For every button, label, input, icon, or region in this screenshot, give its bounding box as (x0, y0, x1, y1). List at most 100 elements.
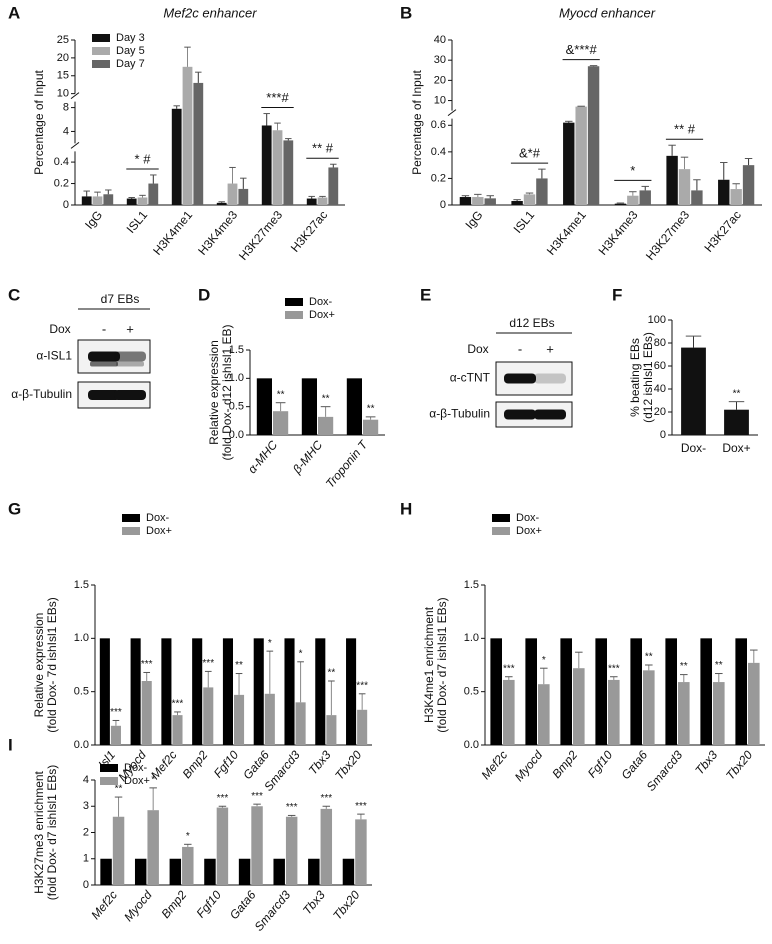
y-axis-label: (fold Dox- d7 ishIsl1 EBs) (45, 765, 59, 900)
significance: ** (645, 652, 653, 663)
axis-break (70, 141, 80, 149)
bar (342, 858, 355, 885)
bar (110, 725, 121, 745)
y-tick-label: 0 (63, 199, 69, 211)
bar (103, 194, 114, 205)
x-tick-label: Myocd (512, 748, 546, 784)
y-tick-label: 0.0 (464, 739, 479, 751)
y-tick-label: 10 (434, 94, 446, 106)
blot-band (504, 409, 536, 420)
x-tick-label: H3K27me3 (643, 208, 693, 263)
bar (100, 858, 112, 885)
row-label: α-β-Tubulin (11, 387, 72, 401)
bar (134, 858, 147, 885)
bar (227, 183, 238, 205)
y-tick-label: 20 (57, 52, 69, 64)
lane-label: - (518, 341, 522, 356)
bar (691, 190, 703, 205)
bar (627, 195, 639, 205)
y-axis-label: Relative expression (32, 613, 46, 718)
x-tick-label: IgG (462, 208, 485, 232)
x-tick-label: Tbx20 (723, 748, 755, 783)
bar (748, 662, 760, 745)
y-tick-label: 0.4 (54, 156, 69, 168)
bar (81, 196, 92, 205)
bar (511, 201, 523, 205)
x-tick-label: Gata6 (227, 888, 259, 922)
bar (639, 190, 651, 205)
bar (538, 684, 550, 745)
row-label: α-β-Tubulin (429, 407, 490, 421)
bar (742, 165, 755, 205)
y-tick-label: 100 (648, 314, 666, 326)
treatment-label: Dox (49, 322, 70, 336)
x-tick-label: Tbx3 (306, 748, 334, 778)
bar (614, 203, 627, 205)
bar (681, 347, 706, 435)
blot-band (88, 390, 120, 400)
bar (234, 694, 245, 745)
y-tick-label: 1.5 (229, 344, 244, 356)
significance: ** (367, 404, 375, 415)
y-tick-label: 0.5 (464, 686, 479, 698)
chart-title: Mef2c enhancer (163, 5, 257, 20)
bar (730, 189, 742, 205)
bar (192, 638, 203, 745)
bar (203, 687, 214, 745)
y-tick-label: 25 (57, 34, 69, 46)
row-label: α-cTNT (450, 371, 491, 385)
bar (256, 378, 272, 435)
bar (718, 179, 730, 205)
legend-label: Dox+ (309, 309, 335, 321)
y-tick-label: 20 (434, 74, 446, 86)
bar (130, 638, 141, 745)
bar (222, 638, 233, 745)
bar (273, 858, 285, 885)
significance: *** (356, 680, 368, 691)
significance: ** (322, 393, 330, 404)
legend-swatch (92, 34, 110, 42)
bar (284, 638, 295, 745)
significance: ** # (312, 141, 334, 156)
significance: *** (503, 663, 515, 674)
y-tick-label: 20 (654, 406, 666, 418)
blot-band (116, 361, 144, 367)
x-tick-label: H3K27ac (701, 208, 743, 255)
bar (595, 638, 607, 745)
y-axis-label: Relative expression (207, 340, 221, 445)
significance: * (268, 638, 272, 649)
x-tick-label: Myocd (121, 888, 155, 924)
bar (525, 638, 537, 745)
bar (238, 188, 249, 205)
bar (261, 125, 272, 205)
bar (193, 82, 204, 205)
bar (308, 858, 320, 885)
x-tick-label: Smarcd3 (252, 888, 294, 934)
bar (523, 194, 536, 205)
blot-band (534, 409, 566, 420)
bar (608, 679, 620, 745)
y-axis-label: (fold Dox- d7 ishIsl1 EBs) (435, 597, 449, 732)
bar (536, 178, 548, 205)
significance: * (299, 648, 303, 659)
y-axis-label: (d12 ishIsl1 EBs) (641, 332, 655, 423)
significance: ** (327, 668, 335, 679)
bar (472, 197, 484, 205)
bar (317, 197, 328, 205)
bar (563, 122, 575, 205)
legend-swatch (100, 777, 118, 785)
x-tick-label: Tbx20 (332, 748, 364, 783)
blot-header: d7 EBs (101, 292, 140, 306)
significance: ** (733, 388, 741, 399)
blot-band (534, 373, 566, 384)
panel-label: D (198, 285, 210, 304)
x-tick-label: β-MHC (289, 438, 325, 477)
significance: *** (217, 793, 229, 804)
bar (346, 638, 357, 745)
x-tick-label: Gata6 (618, 748, 650, 782)
x-tick-label: Dox- (681, 441, 706, 455)
x-tick-label: H3K4me3 (596, 208, 641, 258)
bar (665, 638, 677, 745)
significance: *** (251, 791, 263, 802)
y-tick-label: 40 (654, 383, 666, 395)
